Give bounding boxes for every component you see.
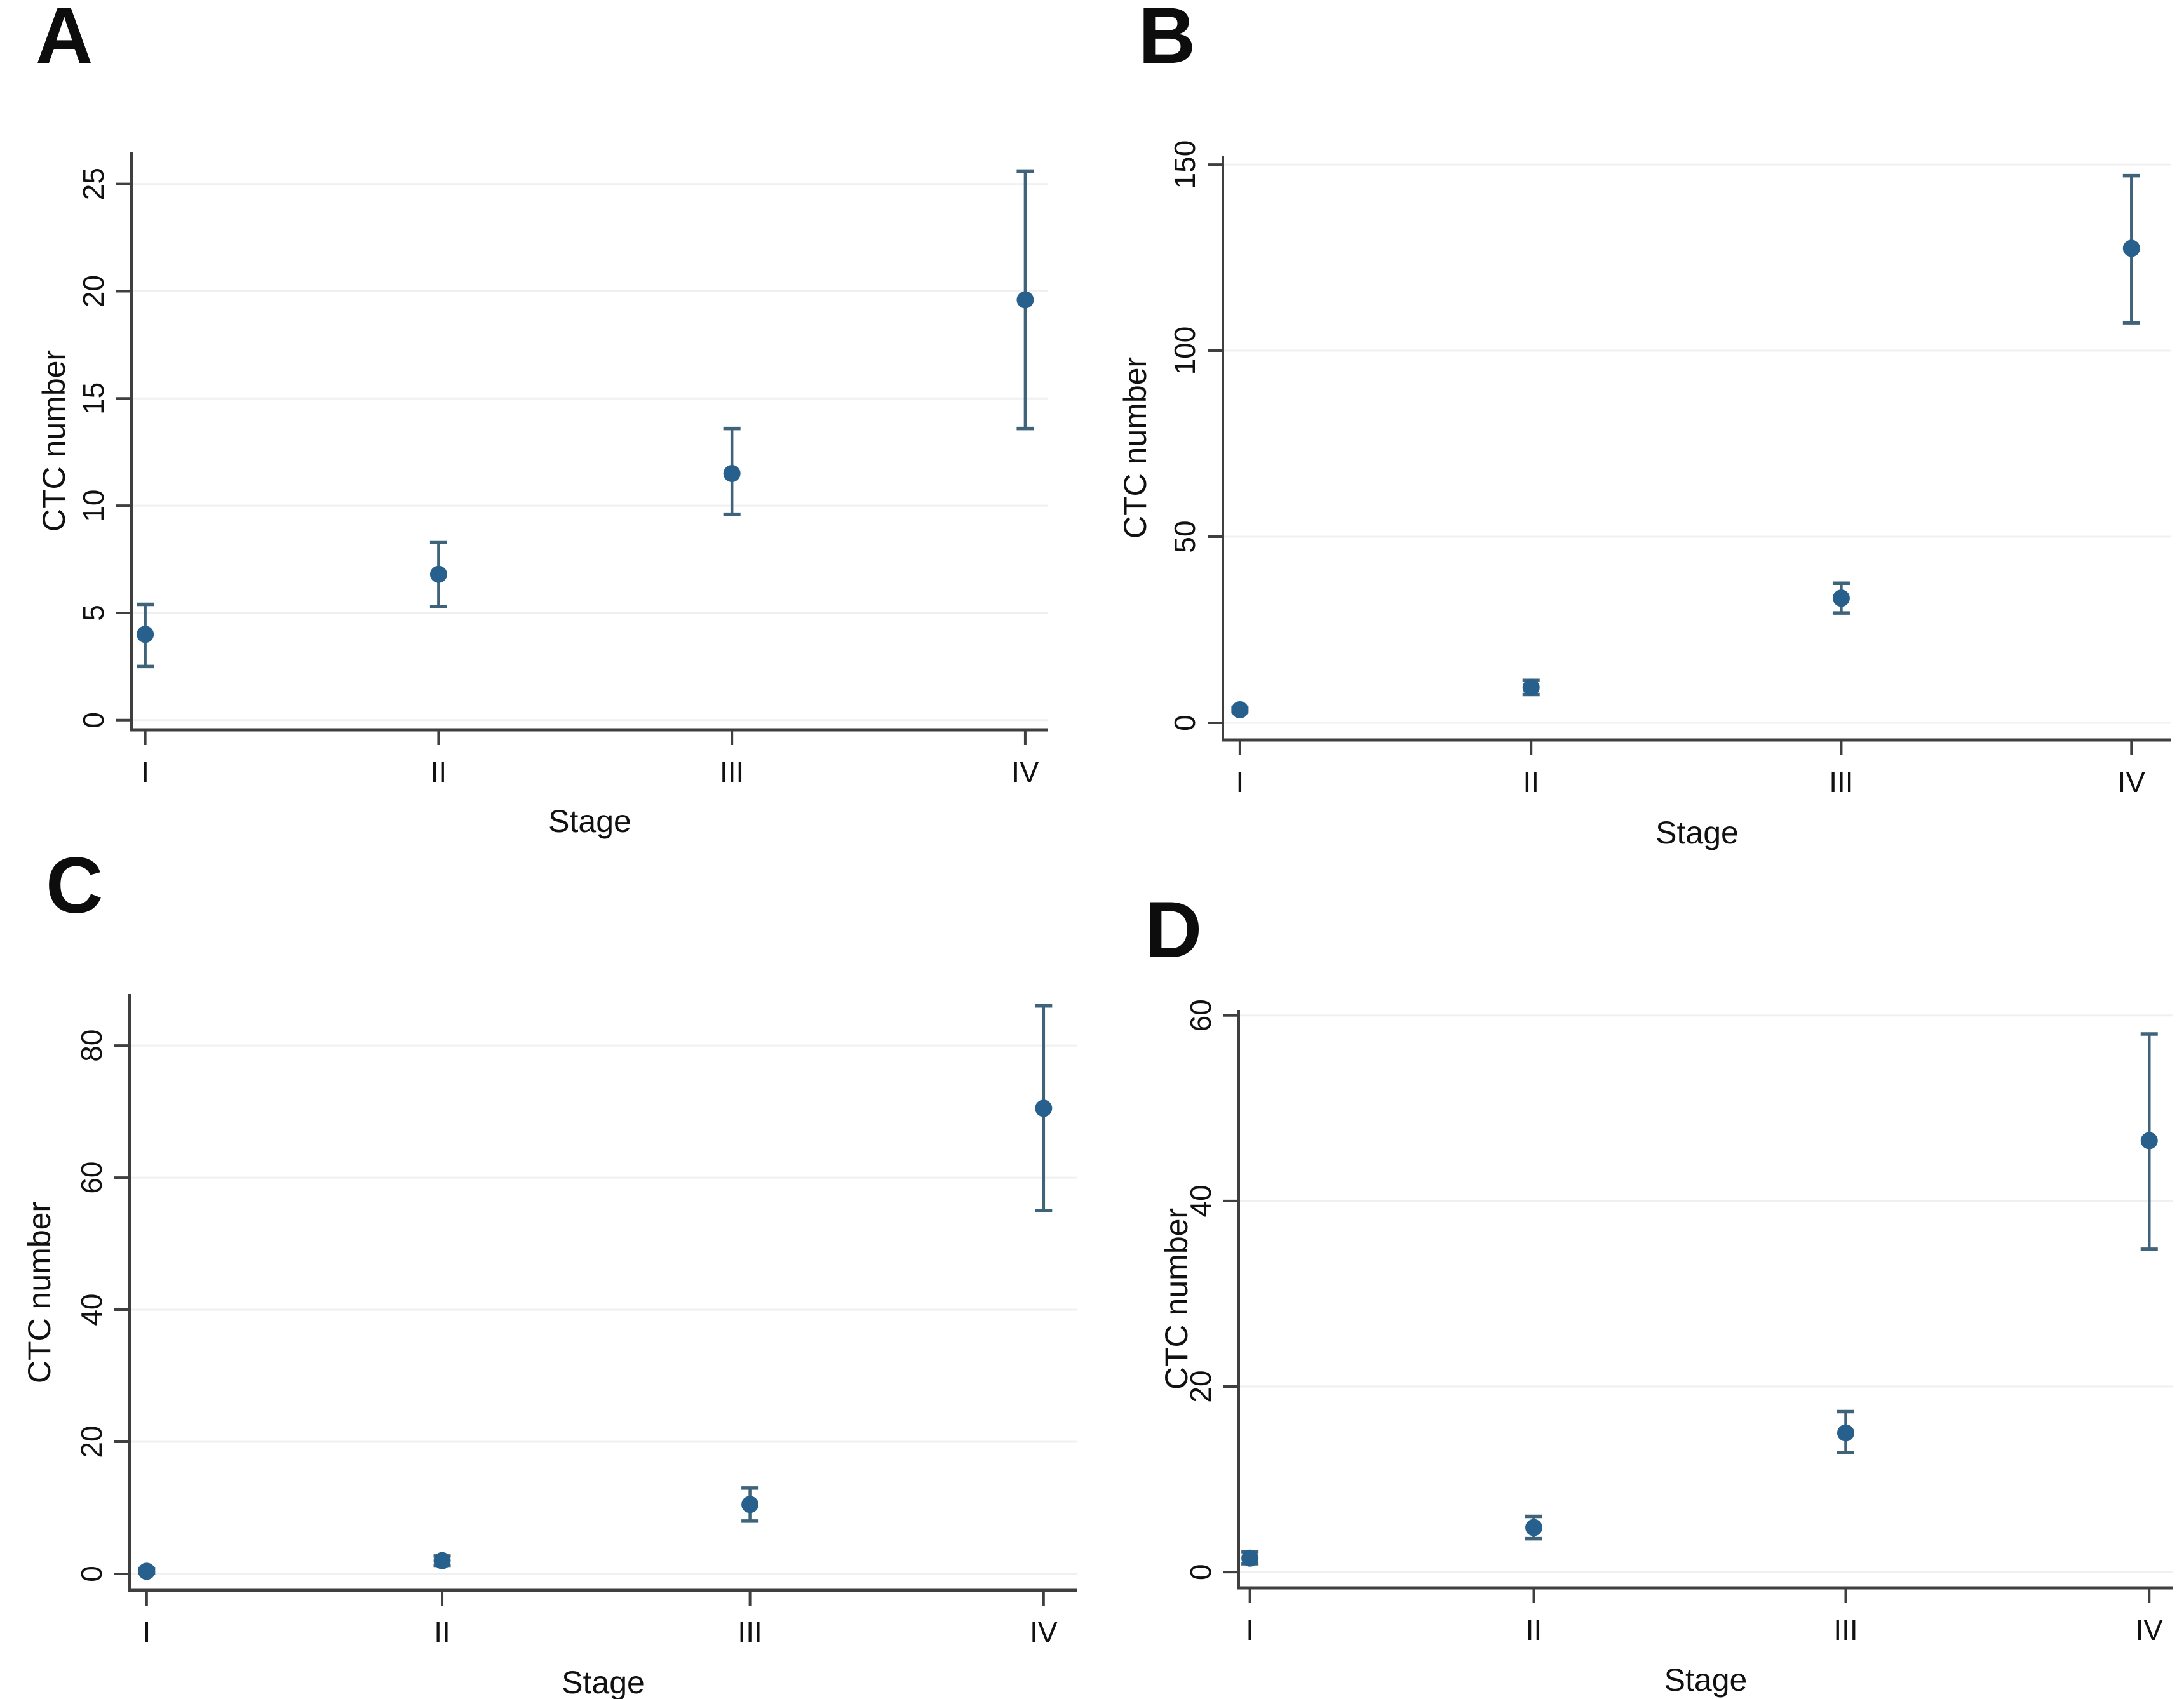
data-point-c-III xyxy=(741,1496,759,1514)
panel-c-y-axis-title: CTC number xyxy=(22,1201,57,1384)
data-point-c-I xyxy=(138,1562,156,1580)
y-tick-label-a: 10 xyxy=(77,490,110,522)
data-point-b-III xyxy=(1832,589,1850,607)
x-tick-label-b-IV: IV xyxy=(2118,765,2146,798)
x-tick-label-a-I: I xyxy=(141,755,149,788)
x-tick-label-d-III: III xyxy=(1833,1613,1857,1646)
panel-d-letter: D xyxy=(1145,886,1203,974)
y-tick-label-c: 60 xyxy=(75,1161,108,1193)
y-tick-label-d: 40 xyxy=(1184,1185,1217,1217)
data-point-d-I xyxy=(1241,1549,1259,1567)
data-point-a-IV xyxy=(1016,291,1034,309)
y-tick-label-c: 20 xyxy=(75,1425,108,1458)
data-point-b-I xyxy=(1231,701,1249,719)
panel-a-letter: A xyxy=(36,0,94,80)
x-tick-label-a-III: III xyxy=(720,755,744,788)
x-tick-label-b-III: III xyxy=(1829,765,1853,798)
data-point-d-II xyxy=(1525,1519,1543,1536)
panel-b-y-axis-title: CTC number xyxy=(1117,356,1153,539)
x-tick-label-c-I: I xyxy=(142,1616,151,1649)
data-point-d-IV xyxy=(2140,1132,2158,1150)
panel-a-y-axis-title: CTC number xyxy=(36,349,72,532)
data-point-b-II xyxy=(1522,678,1540,696)
y-tick-label-c: 80 xyxy=(75,1030,108,1062)
panel-b-letter: B xyxy=(1138,0,1197,80)
x-tick-label-c-III: III xyxy=(738,1616,762,1649)
y-tick-label-d: 0 xyxy=(1184,1564,1217,1580)
y-tick-label-d: 60 xyxy=(1184,999,1217,1031)
x-tick-label-b-II: II xyxy=(1523,765,1539,798)
x-tick-label-d-II: II xyxy=(1526,1613,1542,1646)
panel-c-x-axis-title: Stage xyxy=(562,1665,645,1699)
data-point-d-III xyxy=(1837,1424,1854,1442)
y-tick-label-a: 25 xyxy=(77,168,110,200)
y-tick-label-c: 0 xyxy=(75,1566,108,1582)
data-point-c-II xyxy=(433,1552,451,1569)
x-tick-label-a-II: II xyxy=(431,755,447,788)
data-point-a-II xyxy=(429,565,447,583)
panel-a-x-axis-title: Stage xyxy=(548,803,631,839)
data-point-a-I xyxy=(137,626,154,643)
panel-c-letter: C xyxy=(46,842,104,930)
y-tick-label-b: 0 xyxy=(1168,715,1201,731)
x-tick-label-b-I: I xyxy=(1236,765,1244,798)
y-tick-label-b: 100 xyxy=(1168,326,1201,375)
x-tick-label-d-I: I xyxy=(1246,1613,1254,1646)
x-tick-label-d-IV: IV xyxy=(2136,1613,2164,1646)
y-tick-label-b: 50 xyxy=(1168,520,1201,553)
data-point-a-III xyxy=(723,464,741,482)
y-tick-label-b: 150 xyxy=(1168,140,1201,189)
y-tick-label-c: 40 xyxy=(75,1293,108,1326)
panel-d-x-axis-title: Stage xyxy=(1664,1662,1748,1698)
y-tick-label-a: 0 xyxy=(77,712,110,729)
x-tick-label-c-II: II xyxy=(434,1616,450,1649)
y-tick-label-d: 20 xyxy=(1184,1370,1217,1402)
x-tick-label-a-IV: IV xyxy=(1011,755,1039,788)
panel-b-x-axis-title: Stage xyxy=(1655,815,1739,850)
data-point-b-IV xyxy=(2122,239,2140,257)
panel-d-y-axis-title: CTC number xyxy=(1159,1207,1194,1390)
x-tick-label-c-IV: IV xyxy=(1030,1616,1058,1649)
y-tick-label-a: 20 xyxy=(77,275,110,307)
data-point-c-IV xyxy=(1035,1099,1053,1117)
y-tick-label-a: 15 xyxy=(77,382,110,415)
y-tick-label-a: 5 xyxy=(77,605,110,621)
